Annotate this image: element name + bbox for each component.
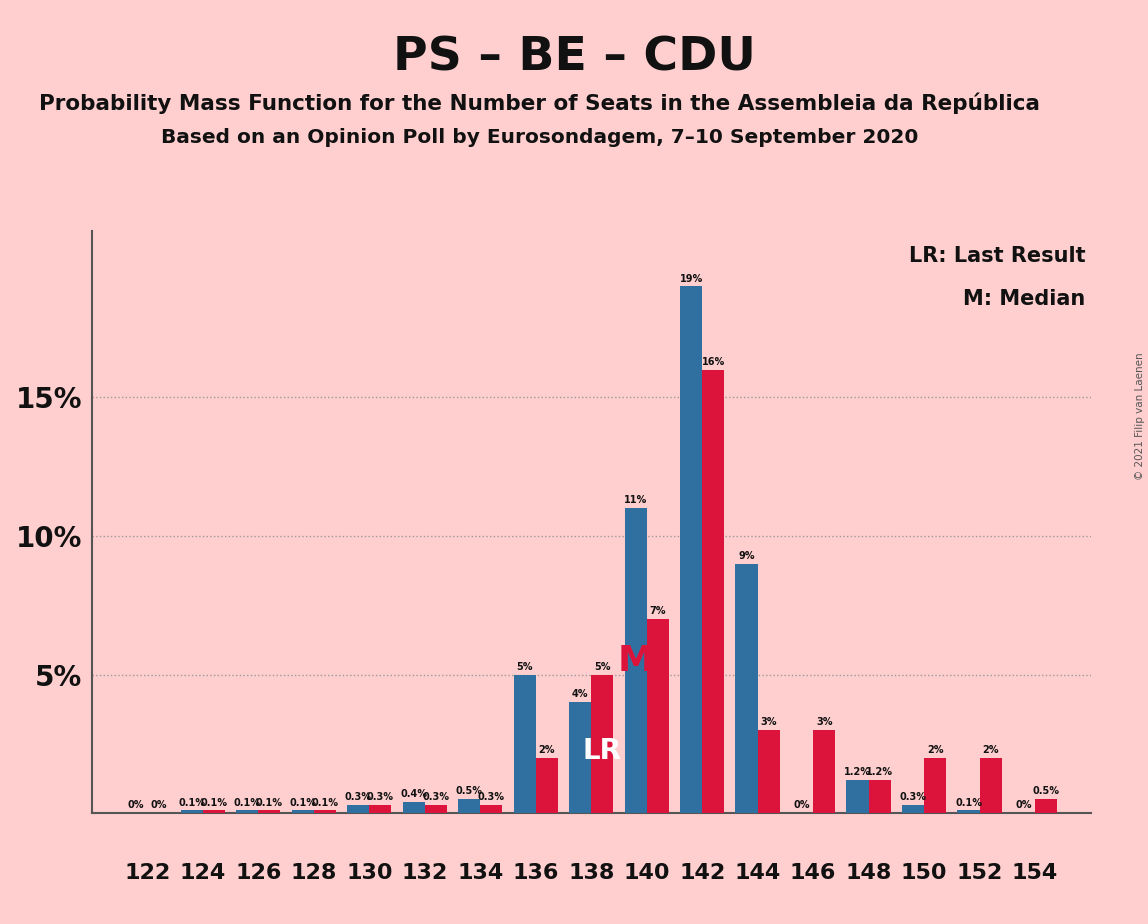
Text: 0.1%: 0.1% bbox=[955, 797, 982, 808]
Text: 2%: 2% bbox=[538, 745, 556, 755]
Text: 0%: 0% bbox=[1016, 800, 1032, 810]
Text: 0%: 0% bbox=[127, 800, 145, 810]
Text: 0%: 0% bbox=[793, 800, 810, 810]
Text: © 2021 Filip van Laenen: © 2021 Filip van Laenen bbox=[1135, 352, 1145, 480]
Text: 150: 150 bbox=[901, 863, 947, 883]
Text: 0.5%: 0.5% bbox=[1033, 786, 1060, 796]
Bar bbox=[646, 619, 669, 813]
Bar bbox=[258, 810, 280, 813]
Bar bbox=[591, 675, 613, 813]
Text: 0.1%: 0.1% bbox=[178, 797, 205, 808]
Bar bbox=[536, 758, 558, 813]
Bar bbox=[846, 780, 869, 813]
Bar bbox=[869, 780, 891, 813]
Text: 0.3%: 0.3% bbox=[422, 792, 449, 802]
Text: 0.1%: 0.1% bbox=[311, 797, 339, 808]
Text: 3%: 3% bbox=[816, 717, 832, 727]
Text: M: Median: M: Median bbox=[963, 289, 1086, 310]
Text: 134: 134 bbox=[457, 863, 503, 883]
Text: 3%: 3% bbox=[760, 717, 777, 727]
Text: 2%: 2% bbox=[983, 745, 999, 755]
Text: 11%: 11% bbox=[625, 495, 647, 505]
Bar bbox=[236, 810, 258, 813]
Text: M: M bbox=[618, 644, 653, 677]
Bar bbox=[458, 799, 480, 813]
Text: 19%: 19% bbox=[680, 274, 703, 284]
Text: 0%: 0% bbox=[150, 800, 166, 810]
Bar bbox=[203, 810, 225, 813]
Text: 0.3%: 0.3% bbox=[344, 792, 372, 802]
Bar bbox=[979, 758, 1002, 813]
Bar bbox=[924, 758, 946, 813]
Text: 0.3%: 0.3% bbox=[478, 792, 505, 802]
Text: 9%: 9% bbox=[738, 551, 755, 561]
Text: 144: 144 bbox=[735, 863, 781, 883]
Bar bbox=[569, 702, 591, 813]
Text: 140: 140 bbox=[623, 863, 670, 883]
Bar bbox=[680, 286, 703, 813]
Text: LR: LR bbox=[583, 736, 622, 765]
Text: Probability Mass Function for the Number of Seats in the Assembleia da República: Probability Mass Function for the Number… bbox=[39, 92, 1040, 114]
Text: 0.1%: 0.1% bbox=[256, 797, 282, 808]
Text: 5%: 5% bbox=[594, 662, 611, 672]
Bar bbox=[813, 730, 836, 813]
Text: 0.5%: 0.5% bbox=[456, 786, 482, 796]
Bar bbox=[703, 370, 724, 813]
Text: 0.3%: 0.3% bbox=[900, 792, 926, 802]
Text: 0.3%: 0.3% bbox=[367, 792, 394, 802]
Text: 16%: 16% bbox=[701, 357, 724, 367]
Bar bbox=[425, 805, 447, 813]
Text: 130: 130 bbox=[346, 863, 393, 883]
Bar bbox=[625, 508, 646, 813]
Bar bbox=[902, 805, 924, 813]
Bar bbox=[513, 675, 536, 813]
Text: 7%: 7% bbox=[650, 606, 666, 616]
Bar bbox=[1035, 799, 1057, 813]
Text: 0.1%: 0.1% bbox=[234, 797, 261, 808]
Text: 124: 124 bbox=[180, 863, 226, 883]
Text: 0.1%: 0.1% bbox=[289, 797, 316, 808]
Text: 0.1%: 0.1% bbox=[201, 797, 227, 808]
Text: 4%: 4% bbox=[572, 689, 589, 699]
Text: 154: 154 bbox=[1013, 863, 1058, 883]
Bar bbox=[313, 810, 336, 813]
Text: 138: 138 bbox=[568, 863, 614, 883]
Bar bbox=[957, 810, 979, 813]
Text: 2%: 2% bbox=[926, 745, 944, 755]
Text: PS – BE – CDU: PS – BE – CDU bbox=[393, 35, 755, 80]
Text: 5%: 5% bbox=[517, 662, 533, 672]
Text: 128: 128 bbox=[290, 863, 338, 883]
Bar bbox=[403, 802, 425, 813]
Bar bbox=[180, 810, 203, 813]
Text: 142: 142 bbox=[680, 863, 726, 883]
Text: 136: 136 bbox=[512, 863, 559, 883]
Text: 0.4%: 0.4% bbox=[401, 789, 427, 799]
Bar bbox=[736, 564, 758, 813]
Text: LR: Last Result: LR: Last Result bbox=[909, 246, 1086, 265]
Text: 122: 122 bbox=[124, 863, 170, 883]
Text: 132: 132 bbox=[402, 863, 448, 883]
Text: 148: 148 bbox=[845, 863, 892, 883]
Text: 152: 152 bbox=[956, 863, 1002, 883]
Text: 1.2%: 1.2% bbox=[844, 767, 871, 777]
Text: 146: 146 bbox=[790, 863, 837, 883]
Bar bbox=[480, 805, 503, 813]
Bar bbox=[370, 805, 391, 813]
Text: Based on an Opinion Poll by Eurosondagem, 7–10 September 2020: Based on an Opinion Poll by Eurosondagem… bbox=[161, 128, 918, 147]
Text: 1.2%: 1.2% bbox=[867, 767, 893, 777]
Bar bbox=[347, 805, 370, 813]
Bar bbox=[758, 730, 779, 813]
Bar bbox=[292, 810, 313, 813]
Text: 126: 126 bbox=[235, 863, 281, 883]
